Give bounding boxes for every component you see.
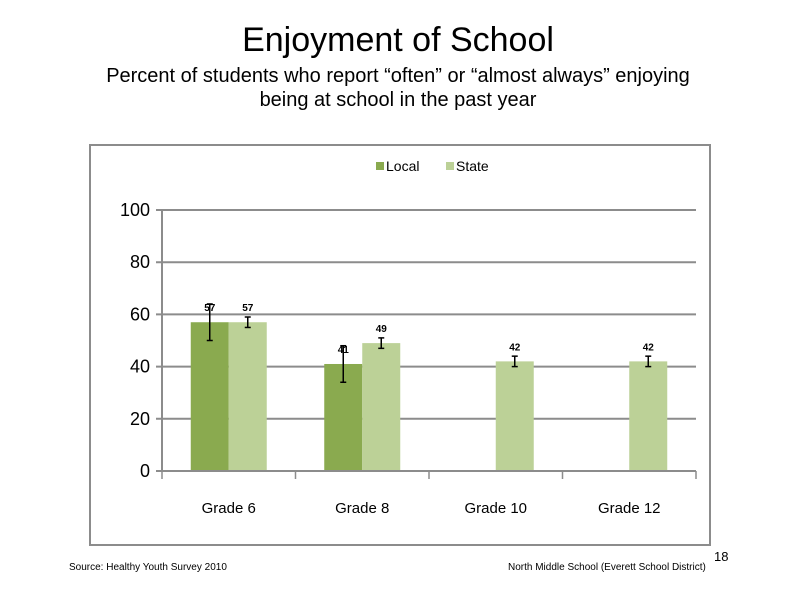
- data-label: 49: [376, 324, 388, 335]
- chart-title: Enjoyment of School: [242, 21, 554, 59]
- bar-state: [629, 361, 668, 471]
- bar-state: [228, 322, 267, 471]
- legend-swatch-local: [376, 162, 384, 170]
- y-tick-label: 60: [130, 304, 150, 324]
- x-tick-label: Grade 8: [335, 500, 389, 517]
- y-tick-label: 40: [130, 357, 150, 377]
- data-label: 42: [509, 342, 521, 353]
- bar-local: [190, 322, 229, 471]
- legend-swatch-state: [446, 162, 454, 170]
- bar-state: [495, 361, 534, 471]
- page-number: 18: [714, 549, 729, 564]
- chart-subtitle: Percent of students who report “often” o…: [60, 64, 736, 112]
- y-tick-label: 100: [120, 200, 150, 220]
- x-tick-label: Grade 6: [202, 500, 256, 517]
- y-tick-label: 0: [140, 461, 150, 481]
- source-note: Source: Healthy Youth Survey 2010: [69, 562, 227, 573]
- y-tick-label: 20: [130, 409, 150, 429]
- legend-label-state: State: [456, 158, 489, 174]
- chart-frame: [89, 144, 711, 546]
- subtitle-line-2: being at school in the past year: [259, 89, 537, 111]
- subtitle-line-1: Percent of students who report “often” o…: [106, 65, 690, 87]
- data-label: 57: [242, 303, 254, 314]
- data-label: 57: [204, 303, 216, 314]
- data-label: 42: [643, 342, 655, 353]
- bar-state: [362, 343, 401, 471]
- x-tick-label: Grade 10: [464, 500, 527, 517]
- data-label: 41: [338, 345, 350, 356]
- x-tick-label: Grade 12: [598, 500, 661, 517]
- y-tick-label: 80: [130, 252, 150, 272]
- school-name: North Middle School (Everett School Dist…: [508, 562, 706, 573]
- legend-label-local: Local: [386, 158, 419, 174]
